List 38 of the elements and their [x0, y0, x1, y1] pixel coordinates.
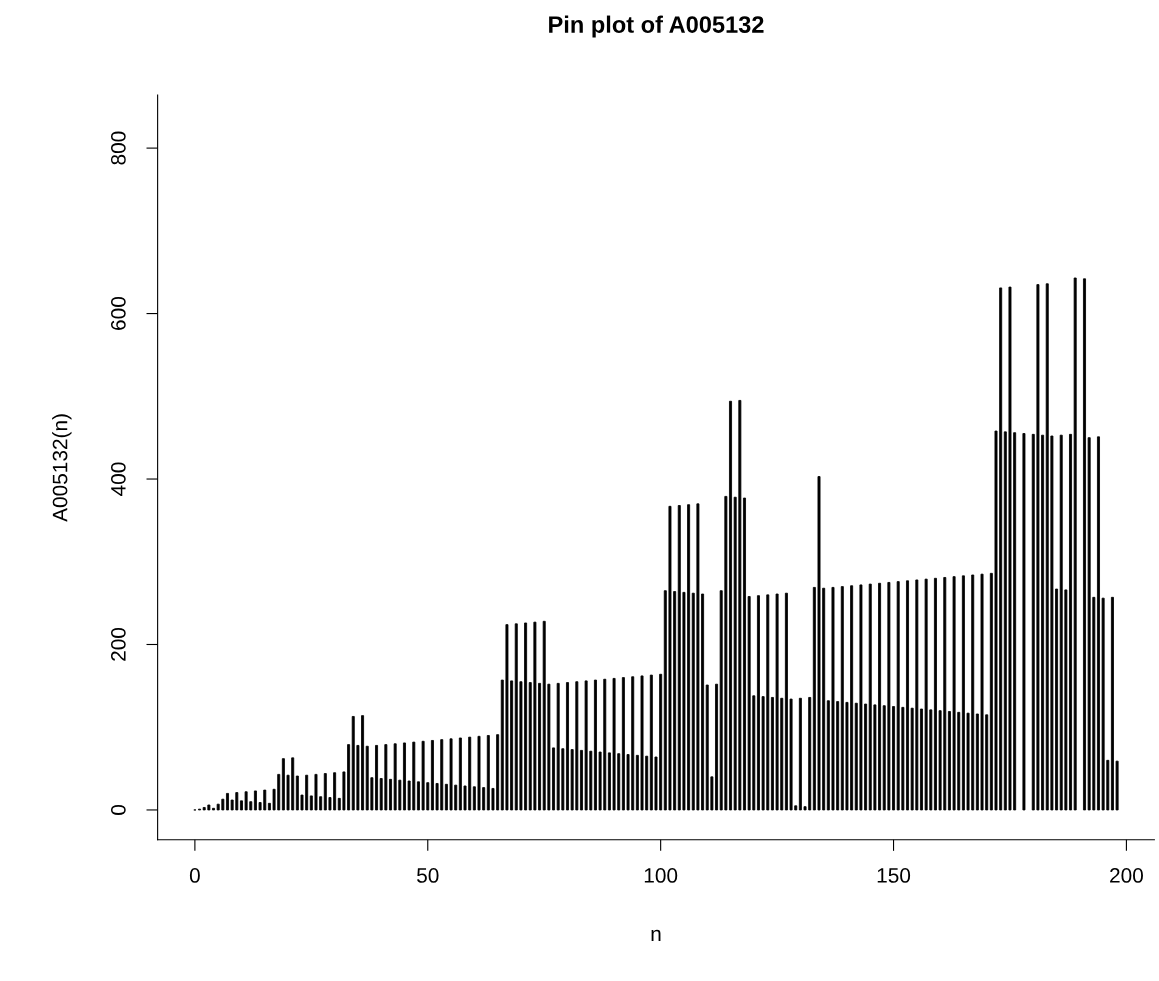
- bar: [477, 735, 481, 811]
- chart-title: Pin plot of A005132: [549, 15, 764, 38]
- bar: [1036, 284, 1040, 811]
- bar: [668, 505, 672, 811]
- y-tick-label: 400: [110, 462, 126, 496]
- x-tick-label: 0: [189, 868, 200, 883]
- y-tick-label: 200: [110, 627, 126, 661]
- x-tick-label: 100: [644, 868, 678, 883]
- bar: [775, 593, 779, 811]
- bar: [449, 738, 453, 811]
- bar: [831, 586, 835, 811]
- bar: [952, 576, 956, 811]
- bar: [859, 584, 863, 811]
- x-tick-label: 50: [417, 868, 439, 883]
- y-axis-title: A005132(n): [52, 414, 72, 522]
- bar: [924, 578, 928, 811]
- bar: [612, 677, 616, 811]
- x-tick-label: 200: [1110, 868, 1143, 883]
- bar: [1022, 433, 1026, 811]
- y-tick-label: 600: [110, 297, 126, 330]
- x-tick-label: 150: [877, 868, 911, 883]
- x-axis-title: n: [651, 929, 661, 941]
- bar: [533, 621, 537, 811]
- bar: [314, 773, 318, 811]
- bar: [421, 740, 425, 811]
- bar: [584, 680, 588, 811]
- y-tick-label: 0: [110, 804, 126, 815]
- bar: [1008, 286, 1012, 811]
- bar: [980, 573, 984, 811]
- bar: [1073, 277, 1077, 811]
- bar: [640, 675, 644, 811]
- bar: [887, 582, 891, 811]
- y-tick-label: 800: [110, 131, 126, 165]
- bar: [696, 503, 700, 811]
- bar: [207, 804, 211, 811]
- bar: [244, 791, 248, 811]
- bar: [817, 476, 821, 811]
- bar: [505, 624, 509, 811]
